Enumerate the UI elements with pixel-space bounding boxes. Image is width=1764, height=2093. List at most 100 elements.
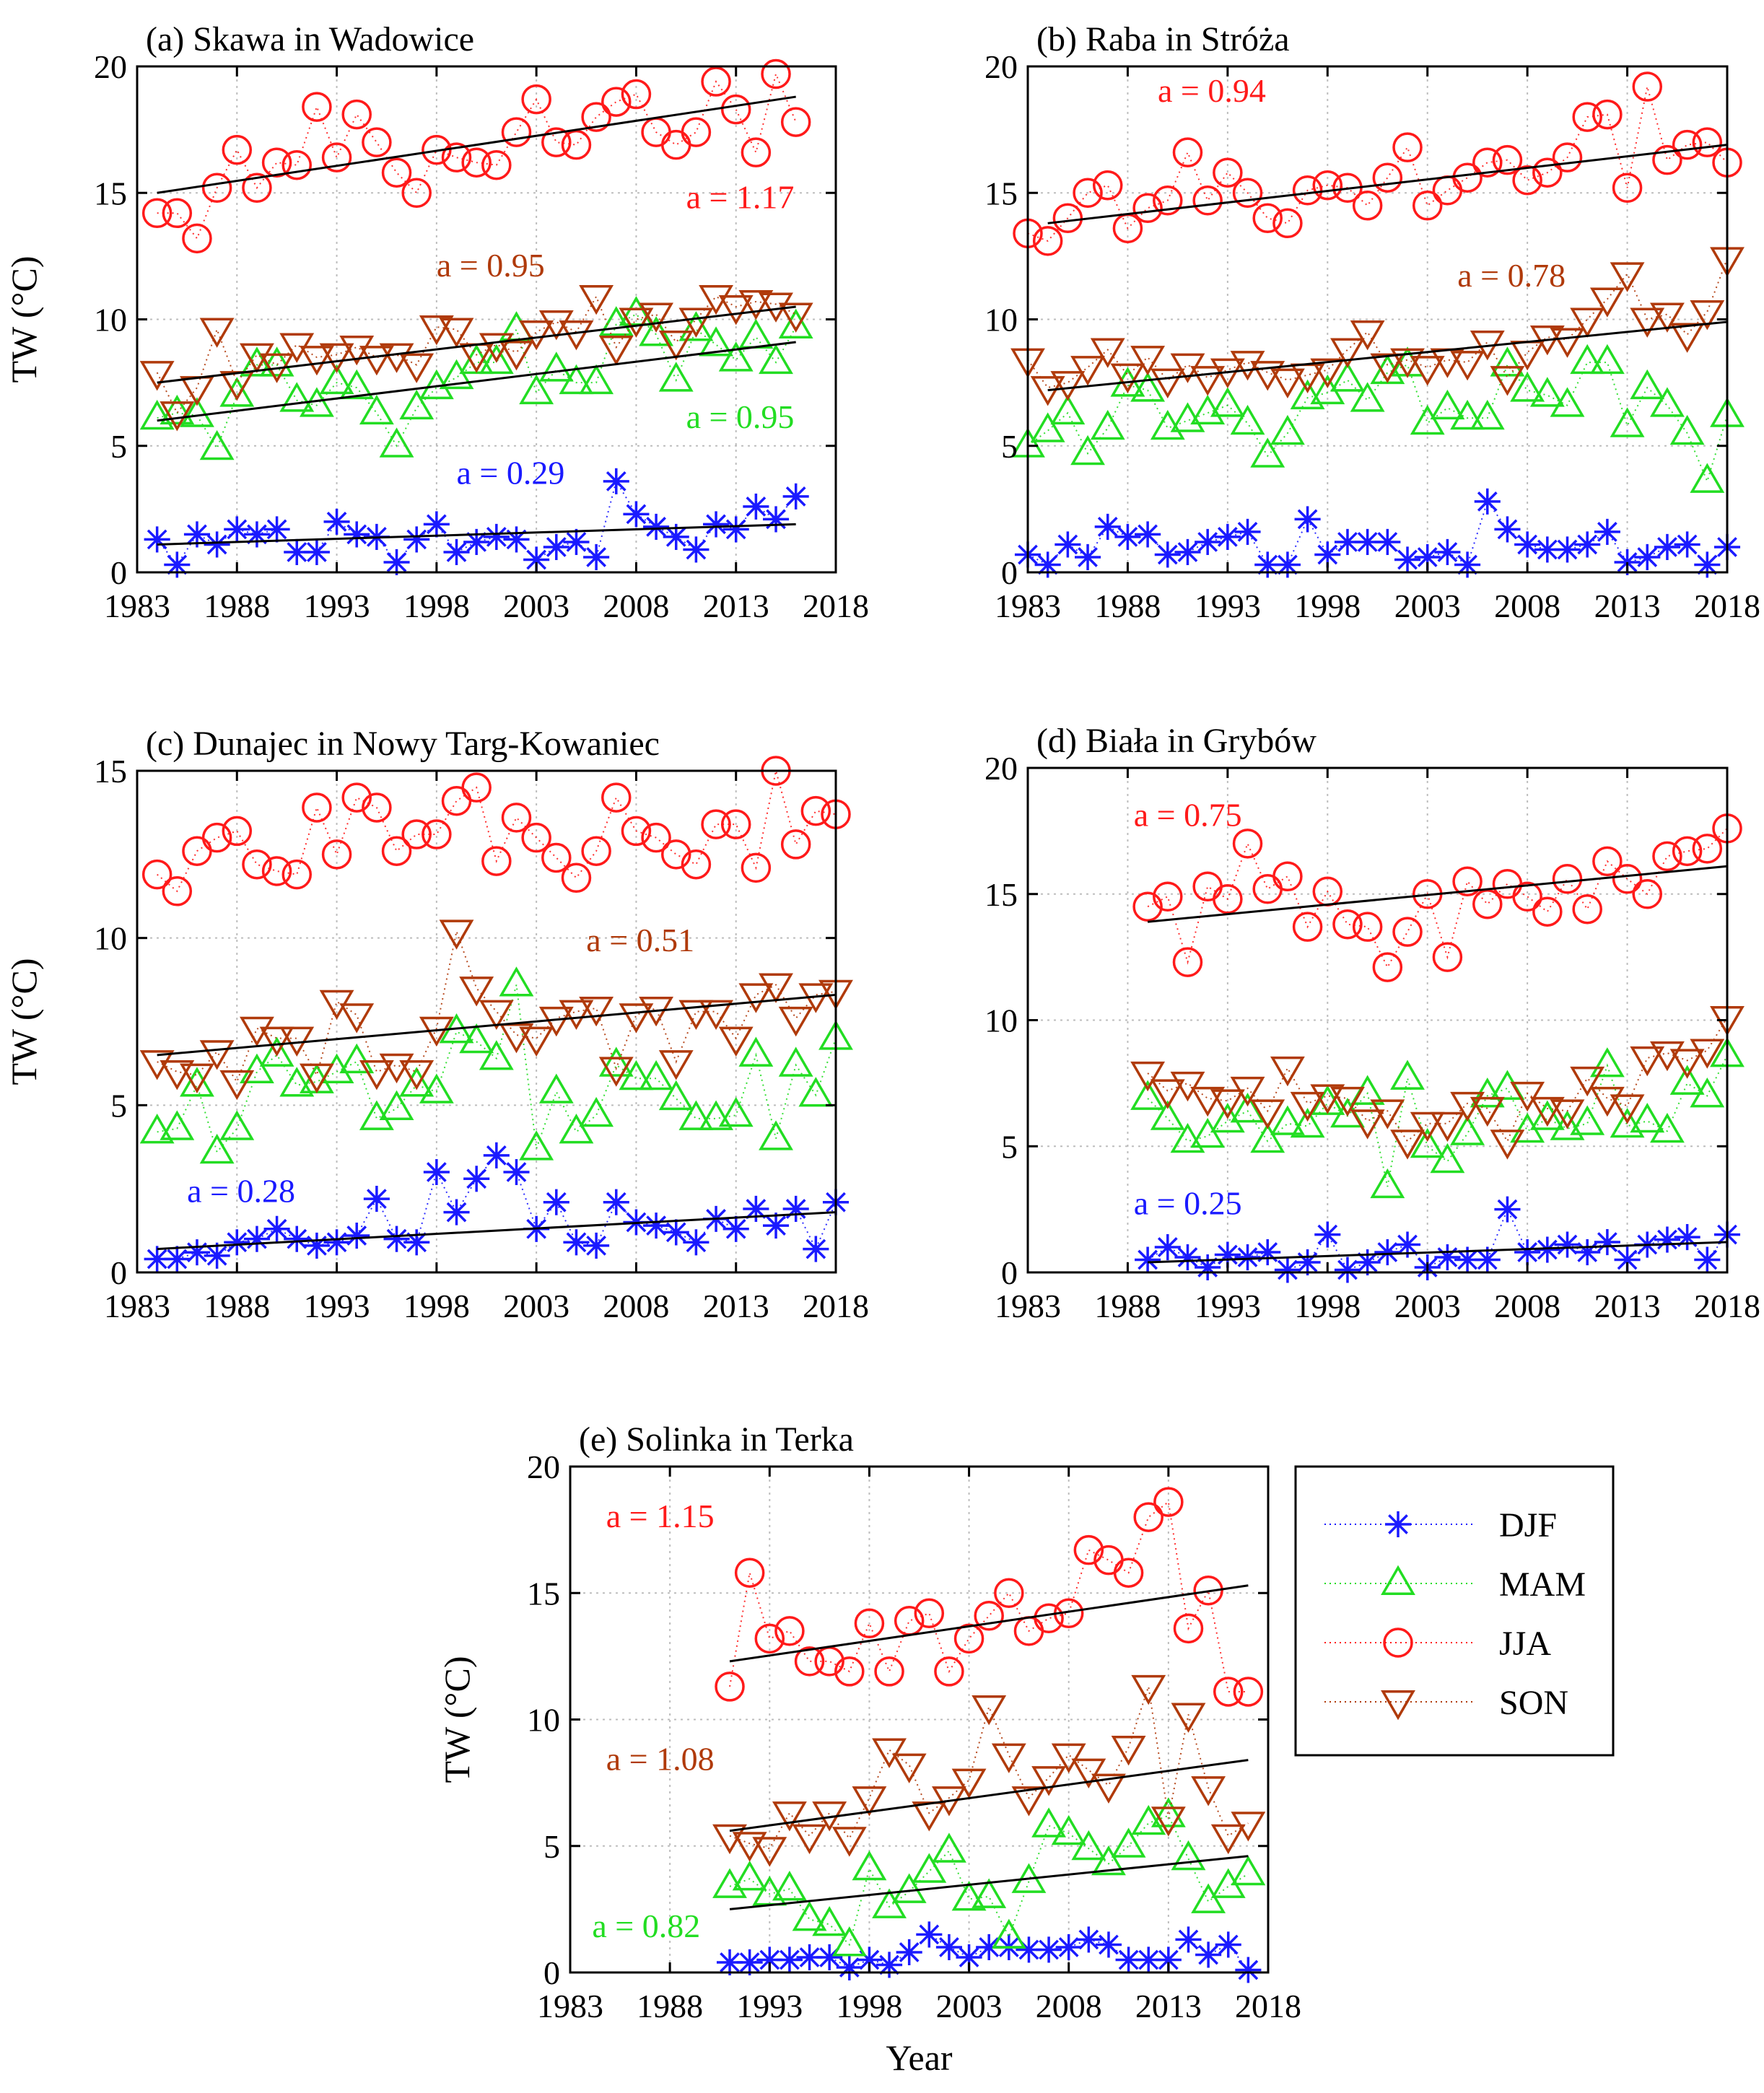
- point-MAM: [1270, 414, 1305, 445]
- point-SON: [439, 919, 474, 950]
- point-SON: [1310, 1084, 1345, 1114]
- point-MAM: [379, 427, 414, 458]
- x-tick-label: 1993: [304, 1288, 370, 1324]
- point-MAM: [1150, 1100, 1185, 1130]
- point-MAM: [1150, 1797, 1186, 1827]
- y-tick-label: 15: [984, 175, 1018, 211]
- point-SON: [519, 1026, 554, 1057]
- point-DJF: [1294, 506, 1321, 533]
- series-DJF: [1135, 1196, 1741, 1283]
- point-JJA: [701, 66, 731, 97]
- point-MAM: [971, 1878, 1007, 1908]
- point-JJA: [874, 1656, 904, 1687]
- point-JJA: [521, 84, 551, 115]
- point-MAM: [1030, 412, 1065, 442]
- legend-entry-MAM: MAM: [1324, 1565, 1586, 1604]
- point-JJA: [641, 822, 671, 853]
- point-MAM: [598, 1046, 634, 1077]
- point-DJF: [503, 1158, 530, 1186]
- point-MAM: [559, 364, 594, 395]
- point-MAM: [718, 341, 754, 372]
- point-DJF: [916, 1921, 943, 1948]
- point-JJA: [1092, 170, 1123, 201]
- point-SON: [519, 320, 554, 351]
- point-DJF: [1574, 1238, 1601, 1266]
- point-MAM: [1051, 1814, 1086, 1845]
- point-JJA: [660, 129, 691, 160]
- point-JJA: [162, 876, 193, 906]
- slope-annotation-JJA: a = 1.17: [686, 178, 795, 215]
- point-MAM: [1630, 369, 1665, 400]
- point-DJF: [1634, 543, 1661, 571]
- point-JJA: [261, 856, 292, 886]
- point-DJF: [563, 1229, 590, 1256]
- series-line-DJF: [156, 479, 797, 567]
- point-DJF: [703, 511, 730, 538]
- point-DJF: [756, 1946, 783, 1973]
- point-MAM: [219, 1110, 255, 1140]
- point-DJF: [463, 528, 490, 555]
- point-JJA: [1632, 71, 1663, 102]
- panel-title: (a) Skawa in Wadowice: [146, 20, 474, 58]
- point-MAM: [658, 1080, 694, 1111]
- point-MAM: [1630, 1102, 1665, 1133]
- y-axis-label: TW (°C): [4, 256, 44, 383]
- point-DJF: [1694, 551, 1721, 578]
- x-tick-label: 2008: [1036, 1988, 1102, 2024]
- point-JJA: [401, 819, 432, 849]
- point-DJF: [643, 513, 670, 540]
- legend-marker-MAM: [1381, 1565, 1415, 1595]
- point-MAM: [459, 1023, 494, 1054]
- point-JJA: [1052, 203, 1083, 234]
- point-DJF: [1534, 536, 1560, 563]
- point-MAM: [738, 318, 774, 349]
- x-tick-label: 1998: [836, 1988, 902, 2024]
- y-tick-label: 20: [984, 750, 1018, 787]
- point-DJF: [1354, 528, 1381, 555]
- plot-frame: [136, 769, 837, 1274]
- point-DJF: [243, 521, 270, 548]
- point-SON: [479, 1000, 514, 1030]
- point-JJA: [1392, 132, 1423, 162]
- point-JJA: [994, 1578, 1024, 1608]
- point-JJA: [715, 1672, 745, 1702]
- x-tick-label: 2008: [603, 1288, 669, 1324]
- point-JJA: [1073, 178, 1103, 208]
- point-DJF: [204, 531, 230, 558]
- panel-c: 1983 1988 1993 1998 2003 2008 2013 2018 0 5 10 15 (c…: [4, 725, 869, 1324]
- point-JJA: [1432, 942, 1463, 972]
- point-JJA: [1232, 829, 1263, 859]
- point-DJF: [782, 483, 809, 510]
- point-DJF: [876, 1952, 903, 1978]
- series-MAM: [1130, 1037, 1745, 1199]
- point-DJF: [1334, 1257, 1361, 1283]
- point-SON: [160, 1060, 195, 1091]
- point-DJF: [323, 1229, 350, 1256]
- series-MAM: [139, 966, 853, 1164]
- point-JJA: [401, 178, 432, 208]
- point-SON: [1090, 338, 1125, 368]
- point-DJF: [183, 521, 211, 548]
- point-SON: [971, 1695, 1007, 1726]
- point-JJA: [1312, 170, 1343, 201]
- point-DJF: [623, 501, 650, 528]
- point-DJF: [1474, 488, 1501, 515]
- point-MAM: [1111, 1827, 1146, 1858]
- series-DJF: [1014, 488, 1741, 578]
- point-MAM: [1031, 1807, 1067, 1838]
- point-JJA: [362, 792, 392, 823]
- point-DJF: [816, 1944, 843, 1971]
- point-SON: [598, 1057, 634, 1087]
- point-MAM: [718, 1096, 754, 1127]
- point-DJF: [1514, 1238, 1541, 1266]
- point-DJF: [643, 1212, 670, 1239]
- point-DJF: [1195, 528, 1221, 555]
- point-MAM: [991, 1918, 1026, 1949]
- point-SON: [299, 1063, 334, 1093]
- x-tick-label: 2018: [1694, 1288, 1760, 1324]
- point-MAM: [199, 1133, 235, 1164]
- point-MAM: [778, 308, 813, 339]
- point-JJA: [1572, 102, 1602, 132]
- point-JJA: [302, 792, 332, 823]
- y-tick-label: 0: [110, 1254, 127, 1291]
